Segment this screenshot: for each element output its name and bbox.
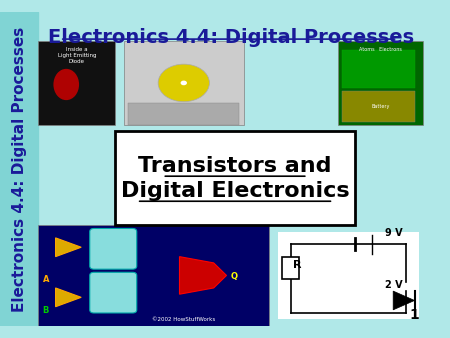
FancyBboxPatch shape bbox=[90, 272, 137, 313]
Bar bbox=[342, 50, 414, 88]
Bar bbox=[38, 41, 115, 125]
FancyBboxPatch shape bbox=[90, 228, 137, 269]
Polygon shape bbox=[55, 238, 81, 257]
Text: A: A bbox=[43, 275, 49, 284]
Text: Battery: Battery bbox=[371, 104, 390, 109]
Text: Electronics 4.4: Digital Processes: Electronics 4.4: Digital Processes bbox=[48, 28, 414, 47]
Bar bbox=[128, 103, 239, 125]
Text: Q: Q bbox=[231, 271, 238, 281]
Bar bbox=[38, 225, 269, 325]
Polygon shape bbox=[55, 288, 81, 307]
Bar bbox=[0, 13, 38, 325]
Ellipse shape bbox=[180, 80, 187, 85]
Text: R: R bbox=[293, 260, 301, 270]
Bar bbox=[282, 257, 299, 279]
Text: ©2002 HowStuffWorks: ©2002 HowStuffWorks bbox=[152, 317, 216, 322]
Polygon shape bbox=[393, 291, 414, 310]
Bar bbox=[124, 41, 243, 125]
Polygon shape bbox=[180, 257, 226, 294]
Bar bbox=[338, 41, 423, 125]
Text: Transistors and: Transistors and bbox=[138, 156, 332, 176]
Ellipse shape bbox=[54, 69, 79, 100]
Text: 2 V: 2 V bbox=[385, 280, 402, 290]
Text: Inside a
Light Emitting
Diode: Inside a Light Emitting Diode bbox=[58, 47, 96, 64]
Text: Electronics 4.4: Digital Processes: Electronics 4.4: Digital Processes bbox=[12, 26, 27, 312]
Bar bbox=[342, 91, 414, 122]
Text: Atoms   Electrons: Atoms Electrons bbox=[359, 47, 402, 52]
FancyBboxPatch shape bbox=[115, 131, 355, 225]
Text: 9 V: 9 V bbox=[385, 228, 402, 238]
Text: 1: 1 bbox=[409, 308, 419, 322]
Bar bbox=[278, 232, 419, 319]
Text: B: B bbox=[43, 306, 49, 315]
Ellipse shape bbox=[158, 64, 209, 102]
Text: Digital Electronics: Digital Electronics bbox=[121, 181, 349, 201]
